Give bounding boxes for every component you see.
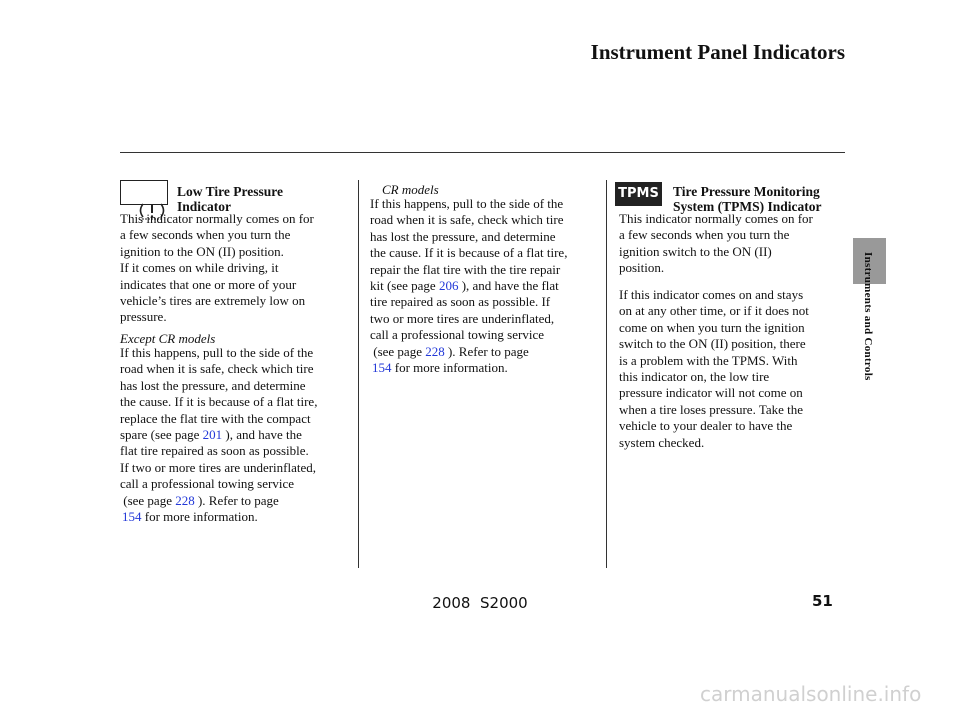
text-line: ignition switch to the ON (II) [619, 243, 772, 259]
page-link[interactable]: 228 [425, 343, 445, 359]
page-link[interactable]: 206 [438, 278, 459, 293]
line-text: ). Refer to page [444, 343, 529, 359]
section-heading: System (TPMS) Indicator [673, 199, 822, 214]
watermark: carmanualsonline.info [700, 682, 922, 706]
text-line: This indicator normally comes on for [120, 211, 314, 226]
text-line: the cause. If it is because of a flat ti… [120, 394, 318, 410]
text-line: indicates that one or more of your [120, 276, 297, 292]
tire-symbol [139, 203, 165, 220]
line-text: ), and have the flat [458, 278, 559, 293]
text-line: system checked. [619, 434, 705, 450]
page-link[interactable]: 228 [175, 492, 195, 508]
model-note: CR models [382, 182, 439, 197]
low-tire-icon [120, 180, 168, 220]
line-text: (see page [370, 343, 426, 359]
page-title: Instrument Panel Indicators [590, 40, 845, 64]
text-line: has lost the pressure, and determine [120, 377, 306, 393]
text-line: the cause. If it is because of a flat ti… [370, 245, 568, 261]
text-line: come on when you turn the ignition [619, 319, 805, 335]
section-label: Instruments and Controls [862, 252, 874, 381]
text-line: pressure indicator will not come on [619, 385, 803, 401]
text-line: If it comes on while driving, it [120, 260, 279, 276]
line-text: ). Refer to page [194, 492, 279, 508]
text-line: 154 for more information. [120, 509, 258, 525]
text-line: kit (see page 206 ), and have the flat [370, 278, 559, 294]
text-line: call a professional towing service [120, 476, 294, 492]
line-text: ), and have the [222, 427, 302, 442]
text-line: two or more tires are underinflated, [370, 310, 555, 326]
header-rule [120, 152, 845, 153]
text-line: If this happens, pull to the side of the [120, 345, 314, 360]
text-line: this indicator on, the low tire [619, 369, 770, 384]
text-line: ignition to the ON (II) position. [120, 243, 284, 259]
text-line: If this happens, pull to the side of the [370, 196, 564, 211]
section-heading: Tire Pressure Monitoring [673, 184, 820, 199]
text-line: has lost the pressure, and determine [370, 228, 556, 244]
column-divider [358, 180, 359, 568]
text-line: vehicle’s tires are extremely low on [120, 293, 306, 308]
text-line: pressure. [120, 309, 167, 325]
text-line: If this indicator comes on and stays [619, 287, 804, 302]
text-line: is a problem with the TPMS. With [619, 352, 798, 368]
text-line: flat tire repaired as soon as possible. [120, 443, 309, 459]
text-line: call a professional towing service [370, 327, 544, 343]
text-line: when a tire loses pressure. Take the [619, 401, 804, 417]
section-heading: Indicator [177, 199, 231, 214]
text-line: a few seconds when you turn the [120, 227, 291, 243]
line-text: for more information. [391, 360, 508, 375]
text-line: switch to the ON (II) position, there [619, 336, 806, 352]
text-line: tire repaired as soon as possible. If [370, 294, 551, 310]
model-note: Except CR models [120, 331, 216, 346]
text-line: road when it is safe, check which tire [370, 212, 564, 228]
line-text: spare (see page [120, 427, 203, 442]
text-line: This indicator normally comes on for [619, 211, 813, 226]
text-line: spare (see page 201 ), and have the [120, 427, 302, 443]
text-line: 154 for more information. [370, 360, 508, 376]
text-line: on at any other time, or if it does not [619, 303, 809, 319]
section-heading: Low Tire Pressure [177, 184, 284, 199]
page-link[interactable]: 154 [372, 360, 392, 375]
text-line: a few seconds when you turn the [619, 227, 790, 243]
footer-model: 2008 S2000 [432, 594, 528, 612]
column-divider [606, 180, 607, 568]
text-line: vehicle to your dealer to have the [619, 418, 793, 434]
text-line: position. [619, 260, 665, 276]
text-line: (see page 228 ). Refer to page [370, 344, 529, 360]
section-tab [853, 238, 886, 284]
text-line: If two or more tires are underinflated, [120, 459, 317, 475]
text-line: replace the flat tire with the compact [120, 410, 311, 426]
text-line: repair the flat tire with the tire repai… [370, 261, 561, 277]
line-text: (see page [120, 492, 176, 508]
line-text: for more information. [141, 509, 258, 524]
tpms-icon: TPMS [615, 182, 662, 206]
page-number: 51 [812, 592, 833, 610]
text-line: road when it is safe, check which tire [120, 361, 314, 377]
page-link[interactable]: 154 [122, 509, 142, 524]
line-text: kit (see page [370, 278, 439, 293]
text-line: (see page 228 ). Refer to page [120, 493, 279, 509]
page-link[interactable]: 201 [202, 427, 223, 442]
